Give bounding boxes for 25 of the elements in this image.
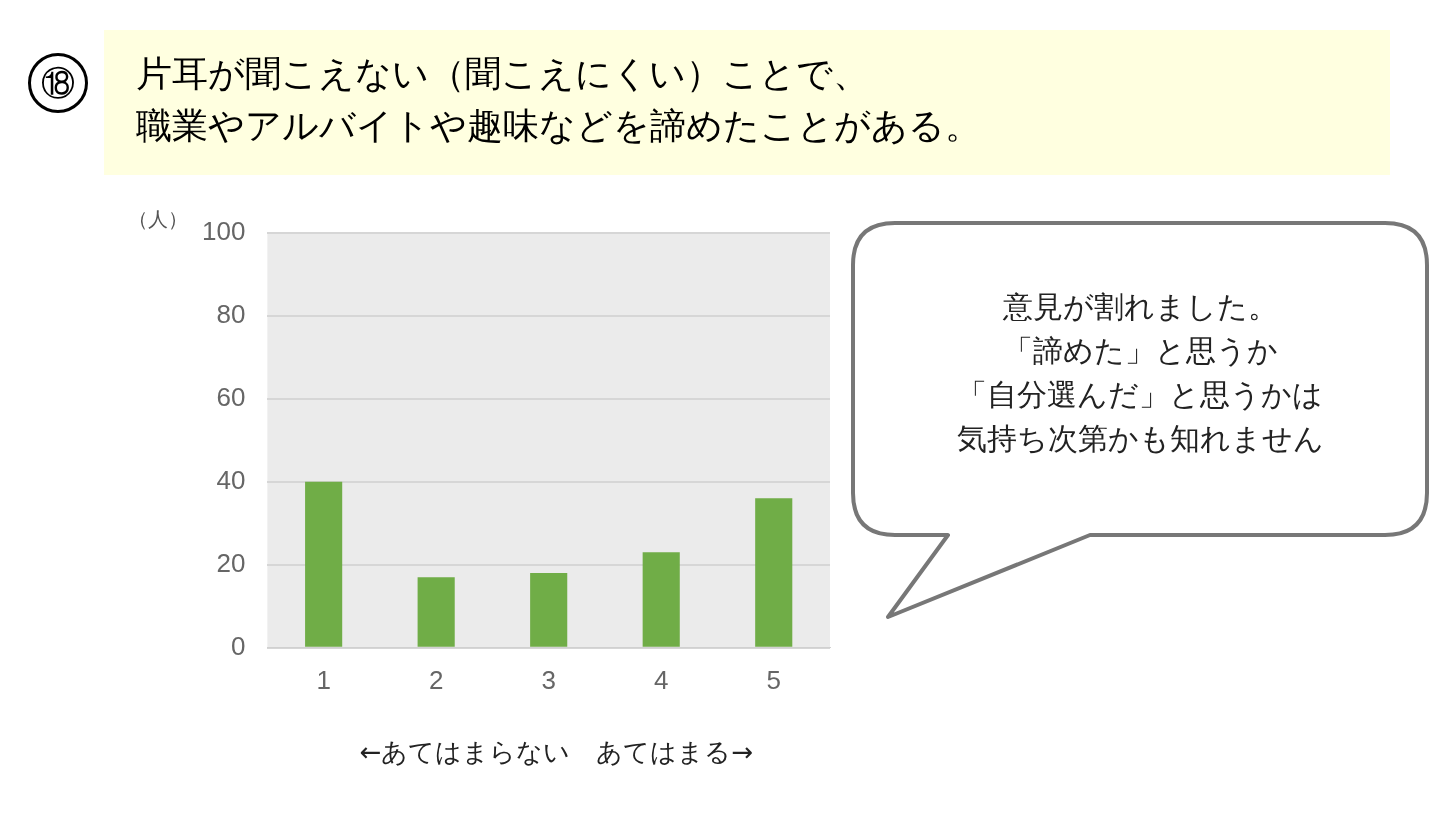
bar	[305, 481, 343, 647]
y-tick-label: 100	[201, 215, 246, 246]
chart-subtitle: 職業やアルバイトや趣味などを諦めたことがある。	[136, 104, 982, 148]
text: 「諦めた」と思うか	[1001, 332, 1279, 370]
x-tick-label: 1	[316, 664, 331, 695]
text: 意見が割れました。	[1001, 288, 1279, 326]
x-tick-label: 5	[766, 664, 781, 695]
y-tick-label: 0	[230, 630, 246, 661]
x-tick-label: 3	[541, 664, 556, 695]
x-tick-label: 4	[653, 664, 669, 695]
bar	[642, 552, 680, 647]
bar	[755, 498, 793, 647]
bar	[417, 577, 455, 647]
y-tick-label: 40	[216, 464, 246, 495]
x-tick-label: 2	[428, 664, 444, 695]
y-tick-label: 80	[216, 298, 246, 329]
x-axis-title: ←あてはまらない あてはまる→	[358, 736, 755, 769]
y-tick-label: 20	[216, 547, 246, 578]
y-axis-title: （人）	[128, 206, 188, 233]
text: 気持ち次第かも知れません	[955, 420, 1325, 458]
y-tick-label: 60	[216, 381, 246, 412]
text: 「自分選んだ」と思うかは	[956, 376, 1324, 414]
chart-title: 片耳が聞こえない（聞こえにくい）ことで、	[136, 52, 870, 96]
bar	[530, 573, 568, 647]
text: ⑱	[28, 53, 88, 113]
